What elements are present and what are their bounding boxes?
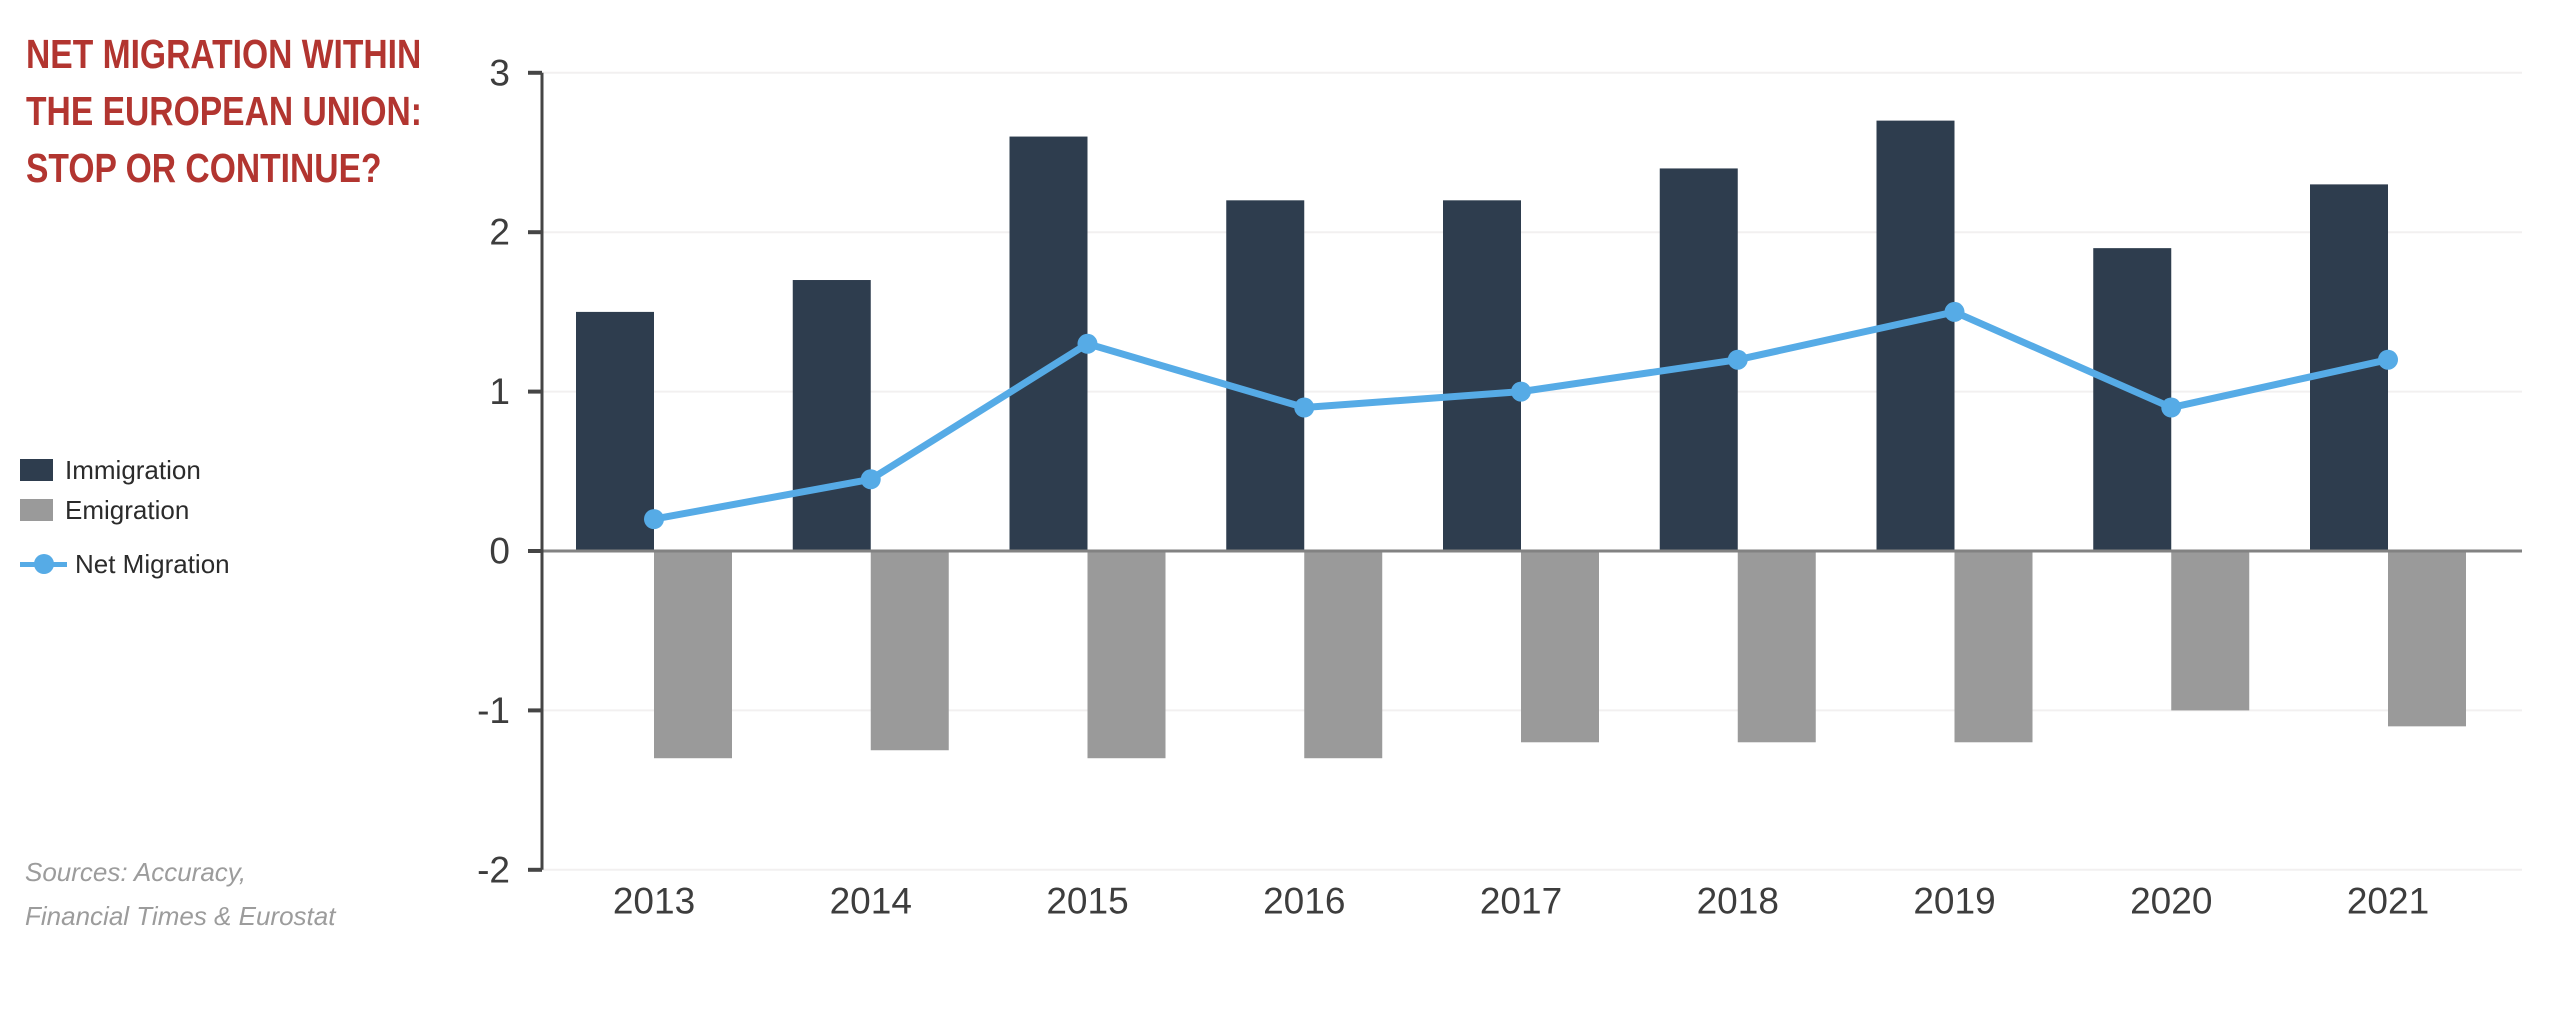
bar-immigration-2019 — [1876, 120, 1955, 552]
bar-emigration-2020 — [2171, 551, 2250, 711]
legend-label-emigration: Emigration — [65, 494, 190, 525]
title-line-3: STOP OR CONTINUE? — [26, 145, 382, 191]
point-net-migration-2015 — [1077, 333, 1098, 354]
point-net-migration-2016 — [1294, 397, 1315, 418]
bar-emigration-2016 — [1304, 551, 1383, 759]
bar-emigration-2015 — [1087, 551, 1166, 759]
point-net-migration-2017 — [1511, 381, 1531, 402]
y-tick-label--2: -2 — [477, 849, 510, 890]
bar-immigration-2017 — [1443, 200, 1521, 551]
chart-legend: Immigration Emigration Net Migration — [20, 450, 230, 584]
bar-immigration-2014 — [792, 280, 871, 551]
point-net-migration-2014 — [860, 469, 881, 490]
x-tick-label-2018: 2018 — [1697, 881, 1779, 922]
x-tick-label-2013: 2013 — [613, 881, 695, 922]
bar-immigration-2015 — [1009, 136, 1088, 551]
x-tick-label-2014: 2014 — [830, 881, 912, 922]
legend-label-immigration: Immigration — [65, 454, 201, 485]
point-net-migration-2019 — [1944, 301, 1965, 322]
y-tick-label-1: 1 — [489, 371, 510, 412]
bar-immigration-2013 — [576, 311, 654, 551]
x-tick-label-2021: 2021 — [2347, 881, 2429, 922]
page-title: NET MIGRATION WITHIN THE EUROPEAN UNION:… — [26, 26, 422, 197]
immigration-swatch-icon — [20, 459, 53, 481]
legend-item-emigration: Emigration — [20, 490, 230, 530]
bar-emigration-2017 — [1521, 551, 1599, 743]
y-tick-label--1: -1 — [477, 690, 510, 731]
title-line-1: NET MIGRATION WITHIN — [26, 31, 422, 77]
net-migration-line-icon — [20, 554, 67, 574]
legend-label-net-migration: Net Migration — [75, 548, 230, 579]
sources-line-1: Sources: Accuracy, — [25, 857, 247, 887]
emigration-swatch-icon — [20, 499, 53, 521]
sources-line-2: Financial Times & Eurostat — [25, 901, 336, 931]
bar-immigration-2016 — [1226, 200, 1305, 551]
bar-emigration-2018 — [1737, 551, 1816, 743]
sources-note: Sources: Accuracy, Financial Times & Eur… — [25, 850, 335, 938]
net-migration-dot-icon — [33, 554, 54, 574]
x-tick-label-2016: 2016 — [1263, 881, 1345, 922]
y-tick-label-2: 2 — [489, 212, 510, 253]
point-net-migration-2020 — [2161, 397, 2182, 418]
point-net-migration-2021 — [2378, 349, 2398, 370]
point-net-migration-2018 — [1727, 349, 1748, 370]
y-tick-label-0: 0 — [489, 531, 510, 572]
legend-item-immigration: Immigration — [20, 450, 230, 490]
x-tick-label-2020: 2020 — [2130, 881, 2212, 922]
bar-emigration-2013 — [654, 551, 732, 759]
y-tick-label-3: 3 — [489, 52, 510, 93]
x-tick-label-2015: 2015 — [1046, 881, 1128, 922]
bar-emigration-2021 — [2388, 551, 2466, 727]
bar-emigration-2019 — [1954, 551, 2033, 743]
title-line-2: THE EUROPEAN UNION: — [26, 88, 422, 134]
x-tick-label-2019: 2019 — [1913, 881, 1995, 922]
legend-item-net-migration: Net Migration — [20, 544, 230, 584]
x-tick-label-2017: 2017 — [1480, 881, 1562, 922]
bar-emigration-2014 — [870, 551, 949, 751]
point-net-migration-2013 — [644, 509, 664, 530]
